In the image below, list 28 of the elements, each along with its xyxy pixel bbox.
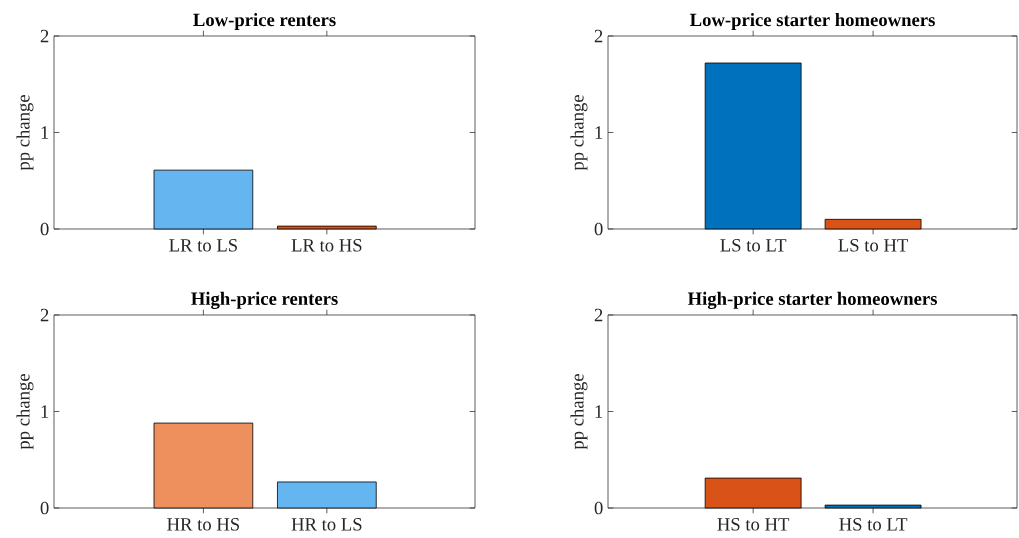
y-tick-label: 2 xyxy=(40,308,49,322)
y-tick-label: 0 xyxy=(594,222,603,236)
chart-title: High-price renters xyxy=(191,291,338,309)
chart-title: High-price starter homeowners xyxy=(687,291,937,309)
y-tick-label: 0 xyxy=(594,501,603,515)
y-tick-label: 0 xyxy=(40,222,49,236)
y-axis-title: pp change xyxy=(16,95,34,171)
y-tick-label: 2 xyxy=(40,29,49,43)
x-tick-label: LR to HS xyxy=(291,239,362,252)
y-tick-label: 2 xyxy=(594,29,603,43)
y-axis-title: pp change xyxy=(570,374,588,450)
y-tick-label: 2 xyxy=(594,308,603,322)
y-tick-label: 0 xyxy=(40,501,49,515)
x-tick-label: LR to LS xyxy=(169,239,237,252)
x-tick-label: LS to LT xyxy=(720,239,787,252)
x-tick-label: HS to HT xyxy=(717,518,790,531)
y-tick-label: 1 xyxy=(41,126,49,139)
x-tick-label: LS to HT xyxy=(838,239,909,252)
y-tick-label: 1 xyxy=(41,405,49,418)
chart-title: Low-price starter homeowners xyxy=(689,13,935,30)
chart-title: Low-price renters xyxy=(193,13,336,30)
y-axis-title: pp change xyxy=(16,374,34,450)
y-tick-label: 1 xyxy=(595,126,603,139)
x-tick-label: HS to LT xyxy=(839,518,908,531)
x-tick-label: HR to HS xyxy=(167,518,240,531)
y-tick-label: 1 xyxy=(595,405,603,418)
x-tick-label: HR to LS xyxy=(291,518,362,531)
y-axis-title: pp change xyxy=(570,95,588,171)
